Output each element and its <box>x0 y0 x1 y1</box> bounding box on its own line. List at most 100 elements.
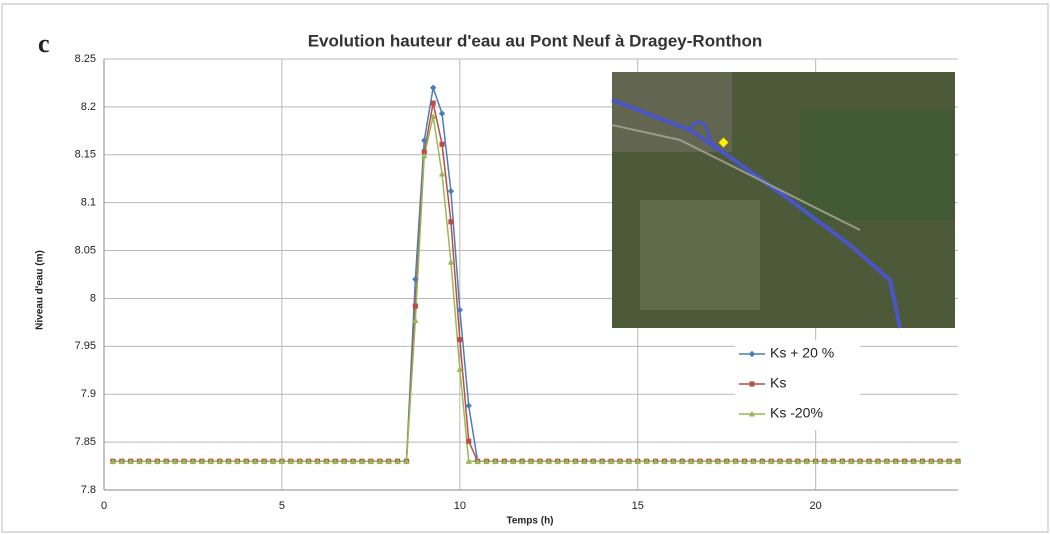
x-axis-title: Temps (h) <box>506 516 553 527</box>
y-tick-label: 7.9 <box>81 388 96 400</box>
marker <box>848 458 855 464</box>
marker <box>180 458 188 464</box>
marker <box>892 458 899 464</box>
marker <box>163 458 170 464</box>
x-tick-label: 20 <box>810 500 822 512</box>
marker <box>748 350 756 358</box>
marker <box>759 458 766 464</box>
marker <box>501 458 508 464</box>
marker <box>812 458 819 464</box>
marker <box>225 458 232 464</box>
marker <box>590 458 597 464</box>
marker <box>652 458 659 464</box>
map-field <box>640 200 760 310</box>
marker <box>607 458 615 464</box>
marker <box>429 84 437 91</box>
marker <box>243 458 250 464</box>
marker <box>581 458 588 464</box>
marker <box>234 458 241 464</box>
marker <box>616 458 624 464</box>
marker <box>749 381 755 387</box>
marker <box>839 458 846 464</box>
marker <box>296 458 303 464</box>
marker <box>332 458 339 464</box>
marker <box>705 458 713 464</box>
marker <box>207 458 214 464</box>
legend-label: Ks -20% <box>770 405 823 421</box>
marker <box>412 303 418 309</box>
marker <box>625 458 633 464</box>
marker <box>572 458 579 464</box>
marker <box>687 458 695 464</box>
marker <box>723 458 730 464</box>
map-inset <box>611 72 955 329</box>
marker <box>741 458 748 464</box>
map-point <box>718 137 729 148</box>
marker <box>901 458 908 464</box>
marker <box>412 276 419 283</box>
marker <box>492 458 499 464</box>
y-tick-label: 7.85 <box>75 436 96 448</box>
marker <box>269 458 277 464</box>
marker <box>776 458 784 464</box>
marker <box>456 306 464 314</box>
marker <box>438 110 446 117</box>
marker <box>732 458 739 464</box>
marker <box>794 458 802 464</box>
marker <box>438 170 446 177</box>
legend-box <box>735 340 860 430</box>
legend-label: Ks + 20 % <box>770 345 834 361</box>
marker <box>803 458 810 464</box>
marker <box>456 366 464 372</box>
marker <box>910 458 917 464</box>
chart-title: Evolution hauteur d'eau au Pont Neuf à D… <box>308 31 763 50</box>
marker <box>154 458 161 464</box>
marker <box>189 458 197 464</box>
marker <box>278 458 286 464</box>
marker <box>483 458 490 464</box>
y-tick-label: 8.05 <box>75 244 96 256</box>
marker <box>466 438 472 444</box>
marker <box>661 458 668 464</box>
y-tick-label: 8.25 <box>75 53 96 65</box>
y-tick-label: 7.95 <box>75 340 96 352</box>
marker <box>429 113 437 120</box>
marker <box>171 458 179 464</box>
marker <box>340 458 348 464</box>
marker <box>643 458 650 464</box>
map-road <box>611 124 861 231</box>
marker <box>376 458 383 464</box>
marker <box>385 458 392 464</box>
map-river <box>688 120 717 151</box>
x-tick-label: 5 <box>279 500 285 512</box>
panel-label: c <box>38 29 50 58</box>
marker <box>750 458 757 464</box>
marker <box>928 458 935 464</box>
marker <box>563 458 570 464</box>
legend: Ks + 20 % Ks Ks -20% <box>735 340 860 430</box>
marker <box>287 458 295 464</box>
marker <box>748 410 756 417</box>
marker <box>536 458 544 464</box>
x-tick-label: 0 <box>101 500 107 512</box>
y-tick-label: 8.15 <box>75 149 96 161</box>
marker <box>260 458 268 464</box>
marker <box>216 458 223 464</box>
marker <box>883 458 891 464</box>
marker <box>430 100 436 106</box>
marker <box>145 458 152 464</box>
marker <box>448 219 454 225</box>
y-tick-label: 7.8 <box>81 484 96 496</box>
marker <box>127 458 134 464</box>
marker <box>118 458 125 464</box>
marker <box>323 458 330 464</box>
marker <box>412 317 419 324</box>
marker <box>136 458 143 464</box>
x-tick-label: 15 <box>632 500 644 512</box>
marker <box>954 458 962 464</box>
marker <box>670 458 677 464</box>
marker <box>305 458 312 464</box>
marker <box>394 458 401 464</box>
marker <box>554 458 561 464</box>
